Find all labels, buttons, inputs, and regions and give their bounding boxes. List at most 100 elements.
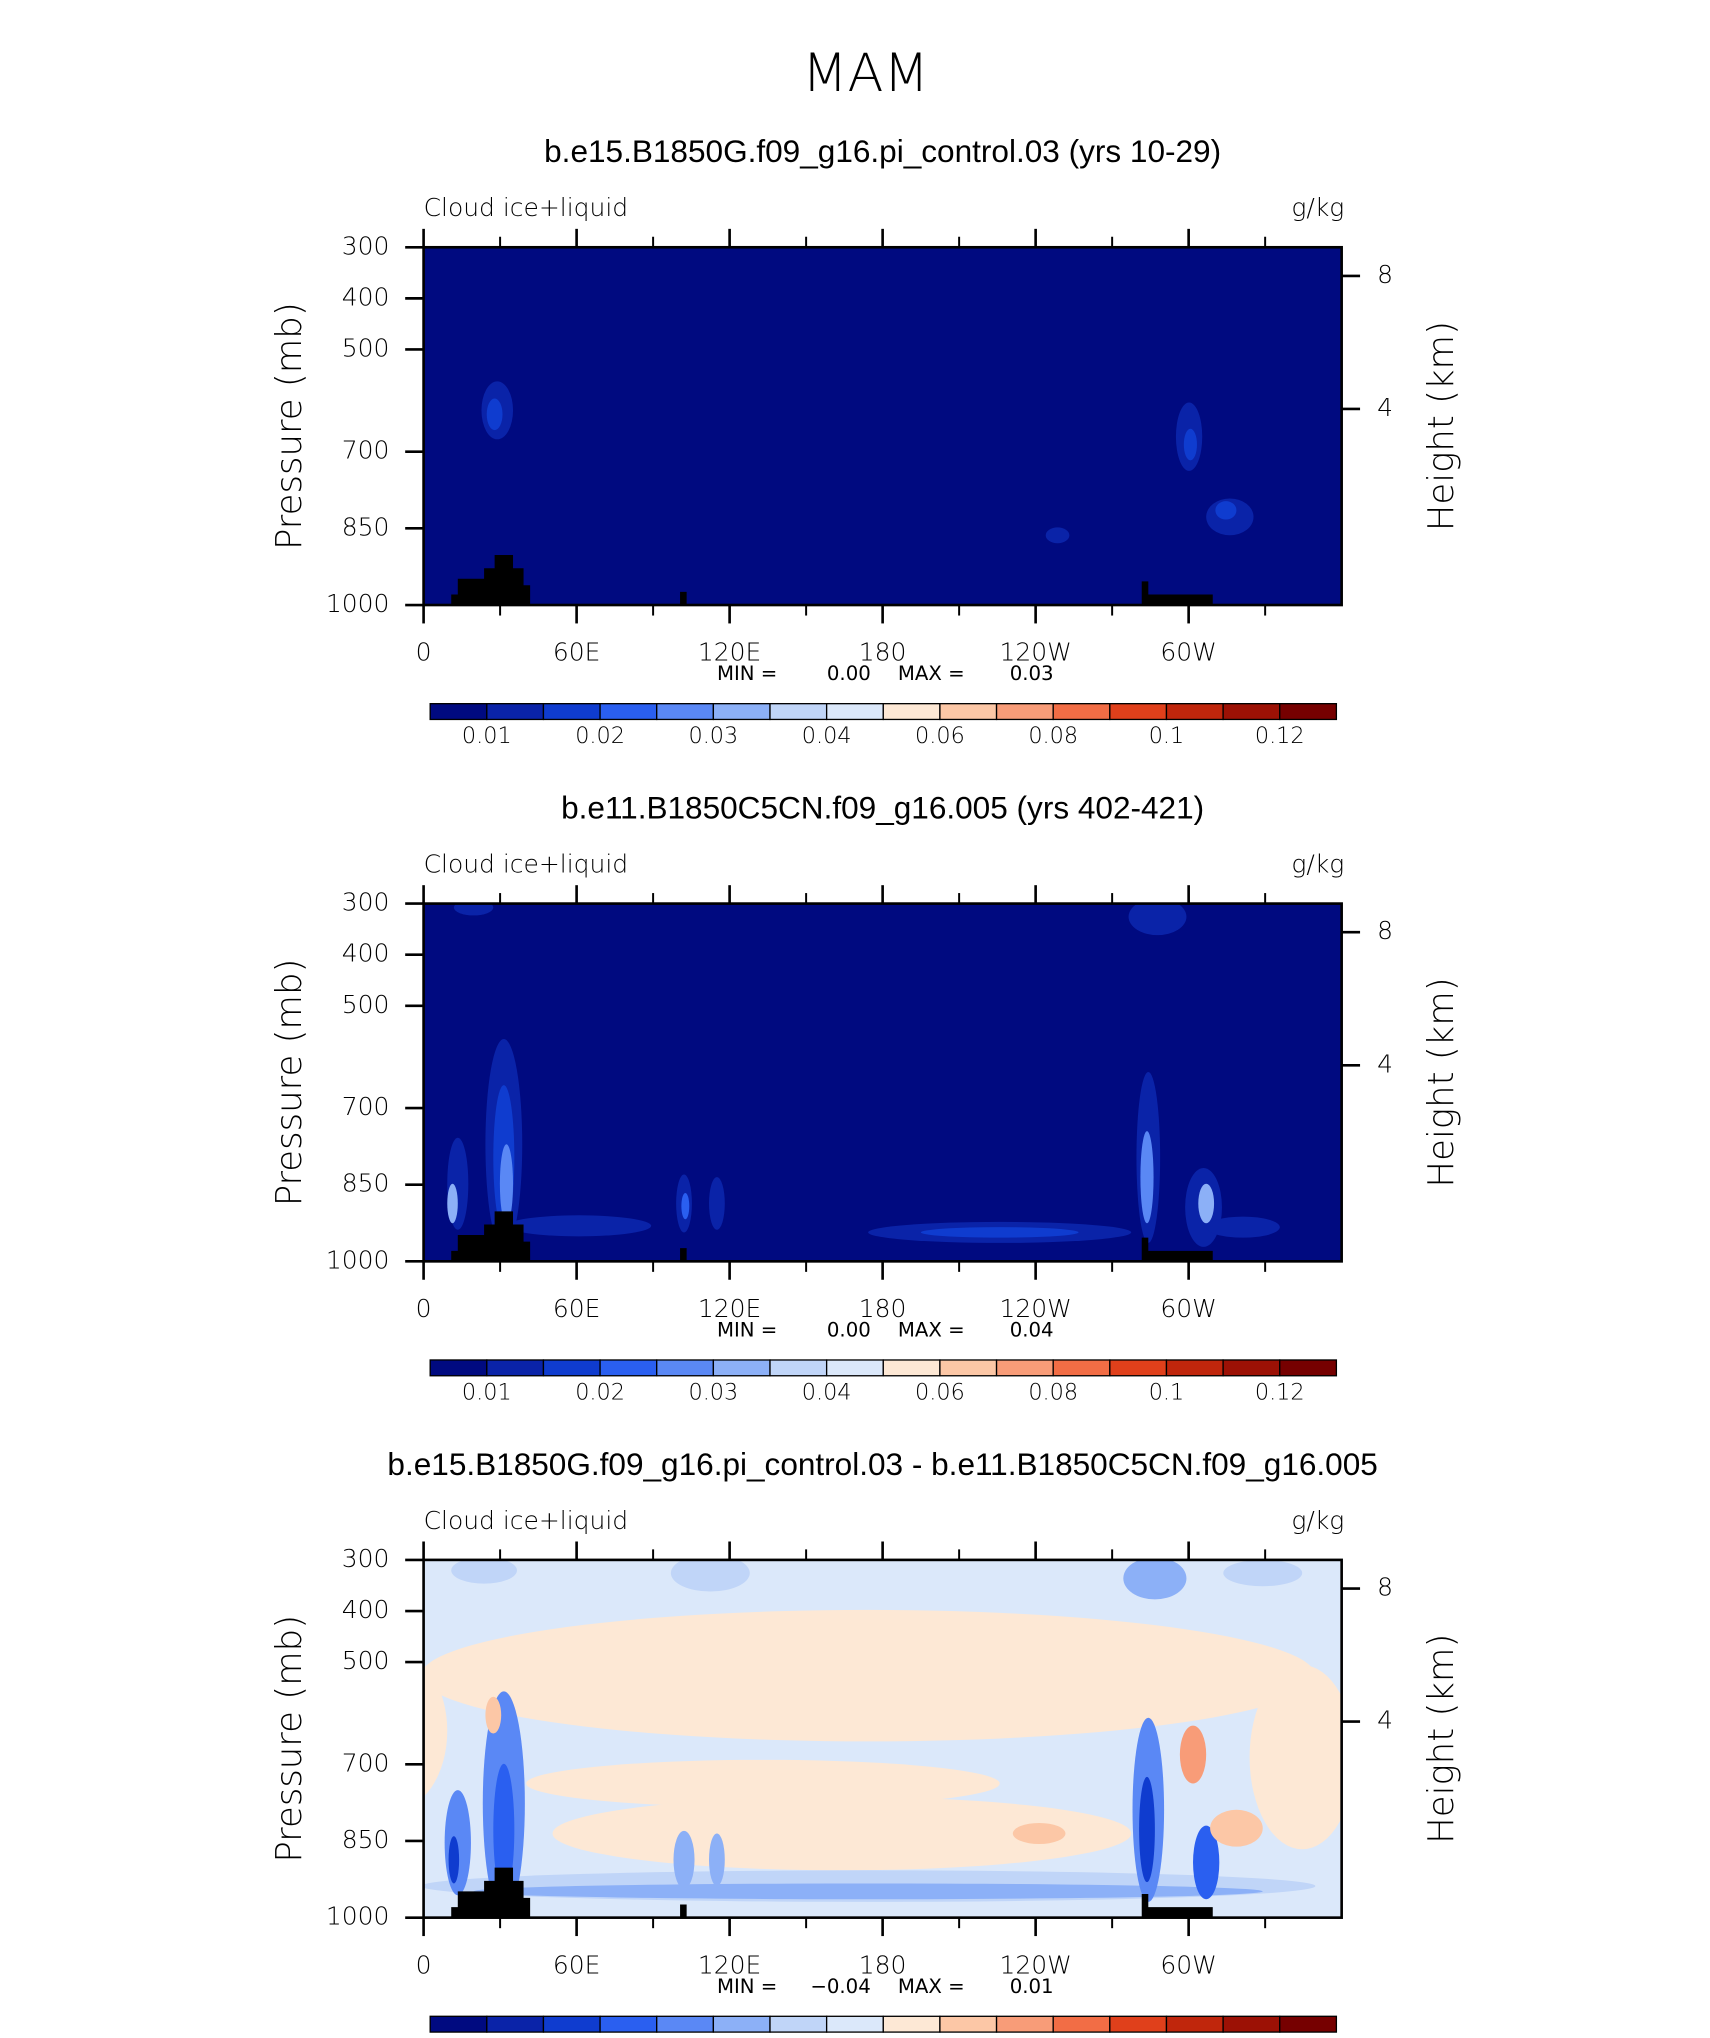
x-tick-label: 180 bbox=[859, 1950, 907, 1979]
colorbar-box bbox=[995, 703, 1054, 721]
x-tick-label: 60E bbox=[553, 1950, 601, 1979]
contour-region bbox=[473, 1883, 1263, 1900]
y-tick-label: 500 bbox=[342, 990, 390, 1019]
y-tick-label: 400 bbox=[342, 1595, 390, 1624]
colorbar-box bbox=[1165, 2015, 1224, 2033]
colorbar-box bbox=[656, 703, 715, 721]
colorbar-box bbox=[656, 2015, 715, 2033]
y-axis-label: Pressure (mb) bbox=[269, 959, 310, 1207]
contour-region bbox=[1012, 1822, 1066, 1844]
contour-region bbox=[681, 1192, 690, 1220]
y-tick-label: 1000 bbox=[326, 1902, 390, 1931]
panel: b.e11.B1850C5CN.f09_g16.005 (yrs 402-421… bbox=[269, 790, 1462, 1406]
y2-tick-label: 8 bbox=[1377, 916, 1393, 945]
y2-tick-label: 4 bbox=[1377, 1706, 1393, 1735]
y2-tick-label: 8 bbox=[1377, 1573, 1393, 1602]
colorbar-label: 0.01 bbox=[462, 723, 512, 749]
contour-region bbox=[448, 1836, 460, 1884]
x-tick-label: 120W bbox=[999, 1294, 1071, 1323]
topography bbox=[423, 1211, 1213, 1262]
contour-region bbox=[451, 1559, 517, 1584]
x-tick-label: 0 bbox=[416, 1294, 432, 1323]
y-tick-label: 400 bbox=[342, 282, 390, 311]
y2-axis-label: Height (km) bbox=[1421, 1634, 1462, 1844]
contour-region bbox=[1179, 1725, 1207, 1784]
contour-region bbox=[1215, 501, 1237, 520]
colorbar-label: 0.12 bbox=[1255, 723, 1305, 749]
colorbar-label: 0.06 bbox=[915, 723, 965, 749]
x-tick-label: 60W bbox=[1160, 638, 1216, 667]
y-tick-label: 1000 bbox=[326, 1245, 390, 1274]
contour-region bbox=[493, 1763, 515, 1896]
contour-region bbox=[1223, 1559, 1303, 1587]
x-tick-label: 180 bbox=[859, 638, 907, 667]
topography bbox=[423, 555, 1213, 606]
colorbar-box bbox=[486, 2015, 545, 2033]
contour-region bbox=[1198, 1183, 1215, 1224]
contour-region bbox=[499, 1144, 514, 1224]
min-value: 0.00 bbox=[827, 662, 871, 685]
colorbar-box bbox=[1222, 703, 1281, 721]
panel-title: b.e15.B1850G.f09_g16.pi_control.03 - b.e… bbox=[387, 1446, 1377, 1482]
colorbar-label: 0.1 bbox=[1149, 723, 1185, 749]
colorbar-box bbox=[1279, 1359, 1338, 1377]
colorbar-label: 0.03 bbox=[1085, 2036, 1135, 2038]
colorbar-label: 0.02 bbox=[575, 723, 625, 749]
x-tick-label: 60W bbox=[1160, 1950, 1216, 1979]
min-value: −0.04 bbox=[810, 1975, 870, 1998]
y-tick-label: 300 bbox=[342, 1544, 390, 1573]
contour-field bbox=[423, 1559, 1342, 1918]
contour-region bbox=[670, 1559, 750, 1592]
colorbar-box bbox=[882, 1359, 941, 1377]
figure-title: MAM bbox=[802, 43, 929, 104]
contour-region bbox=[486, 398, 503, 431]
units-label: g/kg bbox=[1291, 1506, 1344, 1535]
contour-region bbox=[1140, 1131, 1154, 1224]
y-axis-label: Pressure (mb) bbox=[269, 1615, 310, 1863]
colorbar-box bbox=[486, 1359, 545, 1377]
variable-label: Cloud ice+liquid bbox=[424, 1506, 629, 1535]
x-tick-label: 60E bbox=[553, 638, 601, 667]
x-tick-label: 120E bbox=[698, 638, 761, 667]
y-tick-label: 300 bbox=[342, 231, 390, 260]
colorbar-box bbox=[486, 703, 545, 721]
y2-tick-label: 8 bbox=[1377, 260, 1393, 289]
colorbar-box bbox=[939, 1359, 998, 1377]
contour-region bbox=[1128, 903, 1187, 936]
colorbar-box bbox=[1222, 1359, 1281, 1377]
colorbar-box bbox=[825, 703, 884, 721]
x-tick-label: 0 bbox=[416, 1950, 432, 1979]
colorbar-box bbox=[599, 2015, 658, 2033]
contour-background bbox=[423, 247, 1342, 606]
contour-region bbox=[1183, 428, 1197, 461]
colorbar-box bbox=[1109, 2015, 1168, 2033]
colorbar-label: 0.04 bbox=[802, 723, 852, 749]
colorbar-box bbox=[599, 703, 658, 721]
contour-region bbox=[1193, 1825, 1220, 1900]
min-value: 0.00 bbox=[827, 1319, 871, 1342]
colorbar-label: 0.03 bbox=[688, 723, 738, 749]
contour-region bbox=[709, 1833, 725, 1887]
colorbar-box bbox=[429, 703, 488, 721]
colorbar-box bbox=[882, 703, 941, 721]
y2-tick-label: 4 bbox=[1377, 393, 1393, 422]
colorbar-box bbox=[542, 1359, 601, 1377]
colorbar-label: 0.01 bbox=[462, 1379, 512, 1405]
x-tick-label: 120E bbox=[698, 1950, 761, 1979]
colorbar-label: 0.12 bbox=[1255, 1379, 1305, 1405]
min-label: MIN = bbox=[717, 1319, 777, 1342]
colorbar-box bbox=[712, 2015, 771, 2033]
max-value: 0.01 bbox=[1010, 1975, 1054, 1998]
max-value: 0.03 bbox=[1010, 662, 1054, 685]
max-label: MAX = bbox=[898, 1319, 965, 1342]
colorbar-box bbox=[1279, 703, 1338, 721]
units-label: g/kg bbox=[1291, 193, 1344, 222]
colorbar-box bbox=[712, 703, 771, 721]
colorbar-box bbox=[882, 2015, 941, 2033]
contour-region bbox=[453, 903, 494, 916]
y-tick-label: 1000 bbox=[326, 589, 390, 618]
contour-region bbox=[1045, 527, 1070, 544]
y-axis-label: Pressure (mb) bbox=[269, 302, 310, 550]
